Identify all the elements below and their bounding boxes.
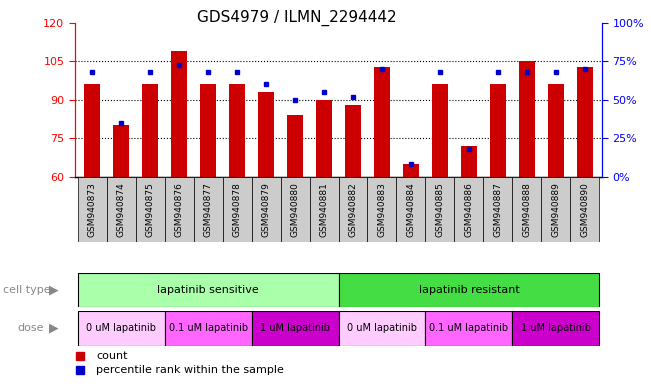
Bar [229, 84, 245, 177]
FancyBboxPatch shape [339, 311, 426, 346]
Bar [403, 164, 419, 177]
FancyBboxPatch shape [484, 177, 512, 242]
Text: GSM940883: GSM940883 [378, 182, 387, 237]
Text: cell type: cell type [3, 285, 51, 295]
Bar [374, 66, 390, 177]
Text: GSM940882: GSM940882 [348, 182, 357, 237]
FancyBboxPatch shape [512, 177, 542, 242]
FancyBboxPatch shape [165, 177, 193, 242]
Text: GSM940884: GSM940884 [406, 182, 415, 237]
FancyBboxPatch shape [193, 177, 223, 242]
Text: GSM940878: GSM940878 [232, 182, 242, 237]
Text: 0 uM lapatinib: 0 uM lapatinib [347, 323, 417, 333]
Text: 1 uM lapatinib: 1 uM lapatinib [521, 323, 591, 333]
FancyBboxPatch shape [251, 177, 281, 242]
FancyBboxPatch shape [281, 177, 309, 242]
FancyBboxPatch shape [339, 273, 600, 307]
Text: percentile rank within the sample: percentile rank within the sample [96, 364, 284, 375]
Text: GSM940885: GSM940885 [436, 182, 445, 237]
FancyBboxPatch shape [339, 177, 368, 242]
Bar [548, 84, 564, 177]
Text: dose: dose [18, 323, 44, 333]
Text: 0.1 uM lapatinib: 0.1 uM lapatinib [169, 323, 247, 333]
FancyBboxPatch shape [542, 177, 570, 242]
Text: GSM940877: GSM940877 [204, 182, 213, 237]
Text: GSM940889: GSM940889 [551, 182, 561, 237]
FancyBboxPatch shape [368, 177, 396, 242]
Bar [345, 105, 361, 177]
Text: ▶: ▶ [49, 322, 59, 335]
FancyBboxPatch shape [135, 177, 165, 242]
Bar [316, 100, 332, 177]
Text: GSM940874: GSM940874 [117, 182, 126, 237]
Text: 0 uM lapatinib: 0 uM lapatinib [86, 323, 156, 333]
FancyBboxPatch shape [309, 177, 339, 242]
FancyBboxPatch shape [165, 311, 251, 346]
FancyBboxPatch shape [570, 177, 600, 242]
Bar [519, 61, 535, 177]
FancyBboxPatch shape [454, 177, 484, 242]
FancyBboxPatch shape [223, 177, 251, 242]
Text: ▶: ▶ [49, 283, 59, 296]
Text: GSM940881: GSM940881 [320, 182, 329, 237]
FancyBboxPatch shape [396, 177, 426, 242]
Text: GSM940876: GSM940876 [174, 182, 184, 237]
Text: GSM940890: GSM940890 [580, 182, 589, 237]
FancyBboxPatch shape [107, 177, 135, 242]
Text: 0.1 uM lapatinib: 0.1 uM lapatinib [430, 323, 508, 333]
FancyBboxPatch shape [426, 311, 512, 346]
Text: 1 uM lapatinib: 1 uM lapatinib [260, 323, 330, 333]
Bar [287, 115, 303, 177]
Bar [142, 84, 158, 177]
Bar [258, 92, 274, 177]
Text: GSM940873: GSM940873 [88, 182, 97, 237]
Text: GSM940886: GSM940886 [464, 182, 473, 237]
FancyBboxPatch shape [77, 311, 165, 346]
Text: lapatinib resistant: lapatinib resistant [419, 285, 519, 295]
Text: lapatinib sensitive: lapatinib sensitive [158, 285, 259, 295]
Text: GSM940888: GSM940888 [522, 182, 531, 237]
Bar [490, 84, 506, 177]
Bar [113, 126, 129, 177]
Text: GSM940879: GSM940879 [262, 182, 271, 237]
Text: count: count [96, 351, 128, 361]
Bar [461, 146, 477, 177]
Text: GSM940887: GSM940887 [493, 182, 503, 237]
Text: GSM940875: GSM940875 [146, 182, 155, 237]
Bar [432, 84, 448, 177]
Bar [84, 84, 100, 177]
FancyBboxPatch shape [77, 177, 107, 242]
Bar [200, 84, 216, 177]
Bar [171, 51, 187, 177]
FancyBboxPatch shape [512, 311, 600, 346]
FancyBboxPatch shape [77, 273, 339, 307]
Text: GSM940880: GSM940880 [290, 182, 299, 237]
Bar [577, 66, 593, 177]
Text: GDS4979 / ILMN_2294442: GDS4979 / ILMN_2294442 [197, 10, 396, 26]
FancyBboxPatch shape [251, 311, 339, 346]
FancyBboxPatch shape [426, 177, 454, 242]
